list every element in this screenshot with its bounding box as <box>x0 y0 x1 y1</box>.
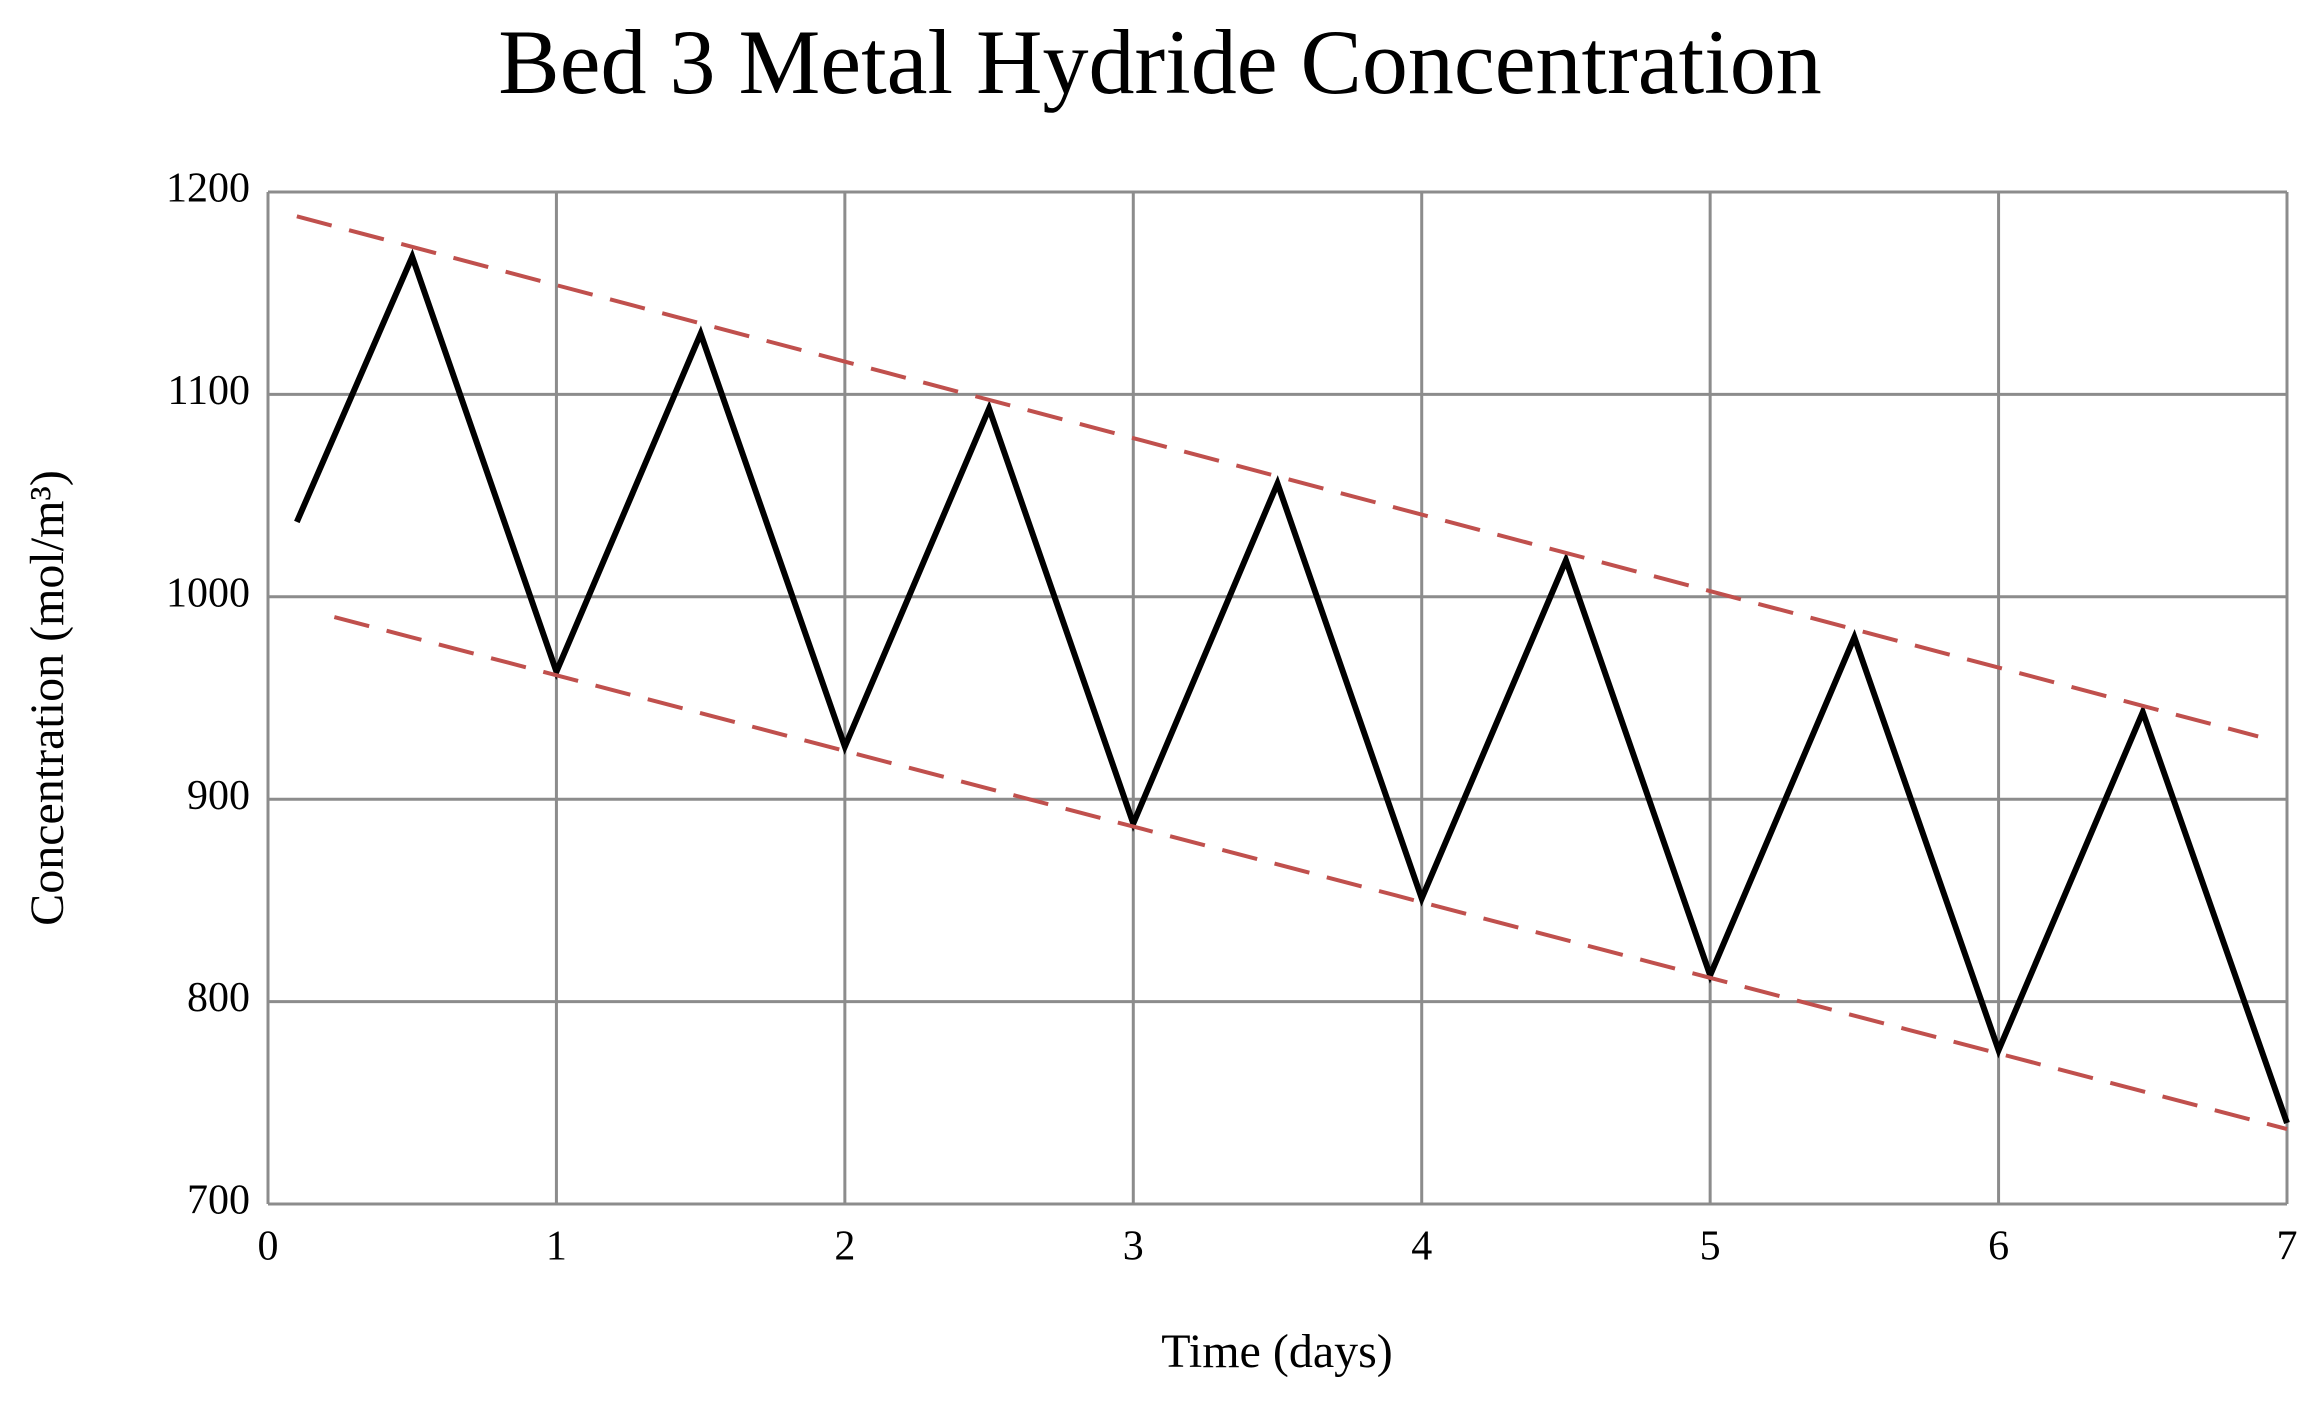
data-line <box>294 248 2290 1125</box>
x-axis-label: Time (days) <box>1161 1325 1393 1378</box>
y-tick-label: 1000 <box>166 570 250 616</box>
trend-line <box>296 214 2259 739</box>
trend-line <box>333 615 2288 1132</box>
x-tick-label: 4 <box>1411 1224 1432 1270</box>
y-tick-label: 1200 <box>166 166 250 212</box>
y-tick-label: 800 <box>187 975 250 1021</box>
x-tick-label: 0 <box>258 1224 279 1270</box>
x-tick-label: 1 <box>546 1224 567 1270</box>
x-tick-label: 3 <box>1123 1224 1144 1270</box>
x-tick-label: 5 <box>1700 1224 1721 1270</box>
x-tick-label: 6 <box>1988 1224 2009 1270</box>
chart-title: Bed 3 Metal Hydride Concentration <box>498 11 1821 113</box>
y-tick-label: 900 <box>187 773 250 819</box>
y-axis-label: Concentration (mol/m³) <box>21 470 74 926</box>
x-tick-label: 2 <box>834 1224 855 1270</box>
y-tick-label: 1100 <box>168 368 250 414</box>
x-tick-label: 7 <box>2277 1224 2298 1270</box>
y-tick-label: 700 <box>187 1178 250 1224</box>
